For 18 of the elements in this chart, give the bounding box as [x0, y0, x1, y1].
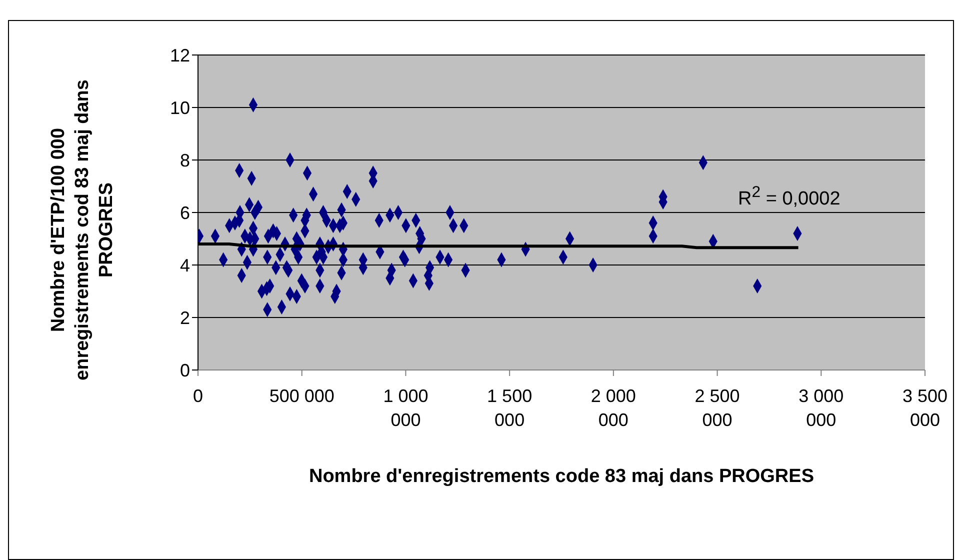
x-tick-label: 500 000 — [269, 386, 334, 406]
x-tick-label: 2 000 000 — [590, 386, 636, 430]
x-tick-label: 2 500 000 — [694, 386, 740, 430]
y-tick-label: 0 — [180, 360, 190, 380]
y-tick-label: 12 — [170, 45, 190, 66]
x-tick-label: 0 — [192, 386, 204, 406]
x-tick-label: 3 500 000 — [902, 386, 948, 430]
y-tick-label: 4 — [180, 255, 190, 276]
x-tick-label: 1 500 000 — [487, 386, 532, 430]
annotation: R$^{2}$ = 0,0002 — [738, 184, 840, 210]
x-tick-label: 3 000 000 — [798, 386, 844, 430]
y-tick-label: 10 — [170, 98, 190, 118]
y-tick-label: 6 — [180, 202, 190, 223]
y-tick-label: 2 — [180, 308, 190, 328]
y-tick-label: 8 — [180, 150, 190, 170]
y-axis-title: Nombre d'ETP/100 000 enregistrements cod 83 maj dans PROGRES — [48, 80, 117, 380]
x-tick-label: 1 000 000 — [383, 386, 428, 430]
x-axis-title: Nombre d'enregistrements code 83 maj dans PROGRES — [308, 466, 814, 487]
